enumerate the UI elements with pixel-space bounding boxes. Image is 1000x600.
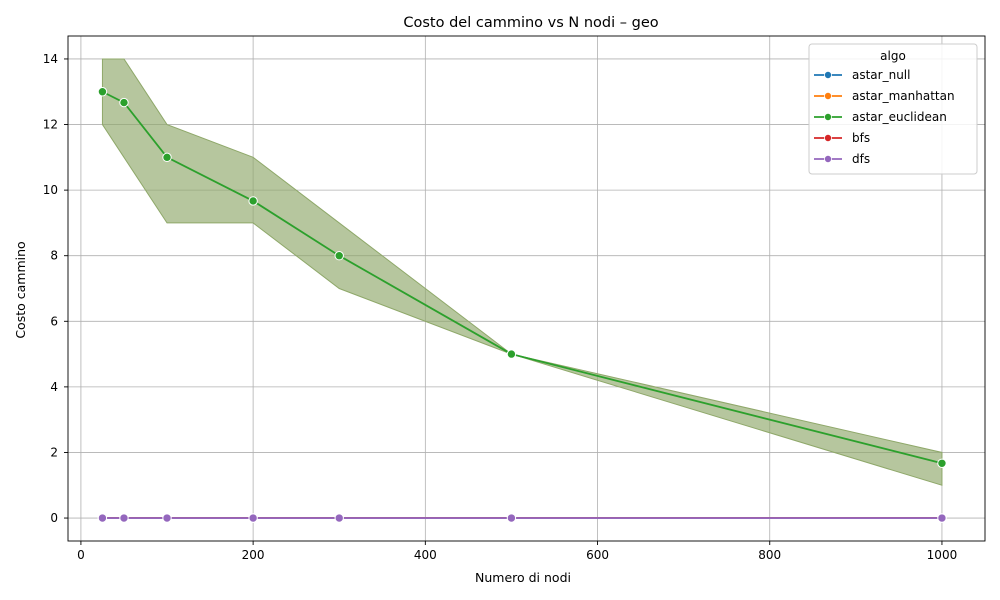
x-tick-label: 800	[758, 548, 781, 562]
data-point	[248, 196, 258, 206]
legend-marker	[824, 113, 833, 122]
legend-item: astar_euclidean	[814, 110, 947, 124]
legend-title: algo	[880, 49, 906, 63]
x-tick-label: 0	[77, 548, 85, 562]
series-astar_euclidean	[97, 87, 947, 468]
data-point	[162, 513, 172, 523]
legend-marker	[824, 92, 833, 101]
y-axis-label: Costo cammino	[13, 241, 28, 338]
x-tick-label: 600	[586, 548, 609, 562]
axes: 0 200 400 600 800 1000 0 2 4 6 8 10 12 14	[43, 35, 986, 562]
legend-label: astar_manhattan	[852, 89, 955, 103]
legend-item: astar_null	[814, 68, 910, 82]
y-tick-label: 6	[50, 314, 58, 328]
x-tick-label: 400	[414, 548, 437, 562]
data-point	[506, 513, 517, 523]
y-tick-label: 14	[43, 52, 58, 66]
data-point	[937, 513, 947, 523]
legend-item: bfs	[814, 131, 870, 145]
legend-label: dfs	[852, 152, 870, 166]
chart-title: Costo del cammino vs N nodi – geo	[403, 15, 658, 31]
y-tick-label: 10	[43, 183, 58, 197]
data-point	[119, 513, 129, 523]
plot-frame	[67, 35, 986, 542]
series-lines	[97, 87, 947, 523]
data-point	[119, 97, 129, 108]
legend: algo astar_null astar_manhattan astar_eucli…	[808, 43, 978, 175]
x-axis-label: Numero di nodi	[475, 570, 571, 585]
data-point	[334, 513, 344, 523]
legend-marker	[824, 133, 833, 142]
x-tick-label: 200	[242, 548, 265, 562]
legend-marker	[824, 154, 833, 163]
data-point	[334, 251, 344, 261]
legend-marker	[824, 71, 833, 80]
y-tick-label: 2	[50, 445, 58, 459]
y-tick-label: 8	[50, 249, 58, 263]
data-point	[97, 513, 108, 523]
series-dfs	[97, 513, 947, 523]
legend-label: bfs	[852, 131, 870, 145]
data-point	[937, 458, 947, 468]
data-point	[162, 152, 172, 163]
legend-label: astar_euclidean	[852, 110, 947, 124]
legend-box	[808, 43, 978, 175]
data-point	[248, 513, 258, 523]
y-tick-label: 12	[43, 118, 58, 132]
x-tick-label: 1000	[927, 548, 958, 562]
data-point	[97, 87, 108, 97]
legend-item: astar_manhattan	[814, 89, 955, 103]
y-tick-label: 0	[50, 511, 58, 525]
legend-label: astar_null	[852, 68, 910, 82]
y-tick-label: 4	[50, 380, 58, 394]
legend-item: dfs	[814, 152, 870, 166]
data-point	[506, 349, 517, 359]
